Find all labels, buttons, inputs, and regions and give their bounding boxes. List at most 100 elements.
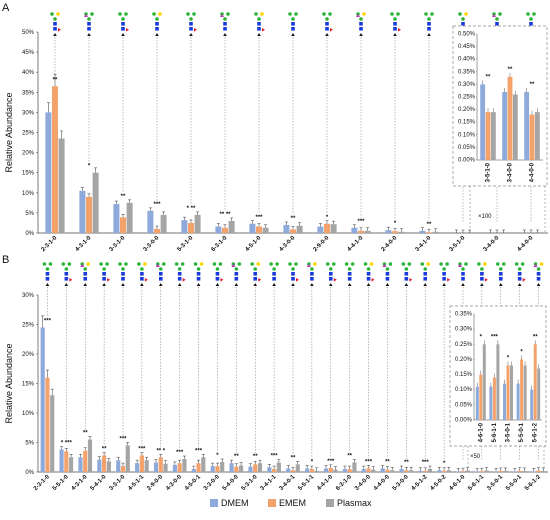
inset-significance-marker: ** [508,67,513,73]
inset-y-tick-label: 0.20% [458,107,476,113]
inset-bar-emem [485,112,491,160]
glycan-structure-icon [193,262,204,281]
significance-marker: ** [385,459,390,465]
inset-category-label: 5-5-0-1 [519,422,525,442]
inset-bar-plasmax [512,94,518,160]
arrow-marker [83,283,88,286]
bar-dmem [45,112,52,233]
arrow-marker [272,283,276,286]
glycan-structure-icon [220,12,230,31]
inset-bar-plasmax [482,344,486,420]
inset-y-tick-label: 0.05% [458,145,476,151]
bar-dmem [172,464,177,472]
arrow-marker [189,33,193,36]
y-axis-label: Relative Abundance [4,343,14,423]
legend-label-dmem: DMEM [221,498,249,508]
arrow-marker [53,33,57,36]
bar-plasmax [352,462,357,472]
y-tick-label: 25% [22,131,35,137]
glycan-structure-icon [439,262,451,282]
significance-marker: *** [357,219,365,225]
arrow-marker [196,283,201,286]
bar-plasmax [484,470,489,472]
bar-dmem [249,223,256,233]
arrow-marker [328,283,333,286]
glycan-structure-icon [269,262,279,281]
glycan-structure-icon [99,262,111,282]
significance-marker: *** [119,436,127,442]
bar-plasmax [144,460,149,472]
glycan-structure-icon [390,12,401,32]
significance-marker: ** * [156,448,165,454]
bar-emem [423,470,428,472]
bar-emem [86,196,92,233]
bar-dmem [351,227,358,233]
category-label: 2-9-0-0 [146,474,164,492]
glycan-structure-icon [152,12,162,31]
bar-plasmax [465,470,470,472]
glycan-structure-icon [458,262,468,281]
bar-plasmax [296,225,303,233]
bar-emem [139,455,144,472]
bar-emem [442,470,447,472]
inset-bar-plasmax [537,368,541,420]
bar-plasmax [239,465,244,472]
y-tick-label: 20% [22,151,35,157]
bar-dmem [147,210,154,233]
bar-dmem [531,471,536,472]
glycan-structure-icon [186,12,197,32]
bar-dmem [181,220,188,233]
significance-marker: *** [422,460,430,466]
y-tick-label: 20% [22,352,35,358]
inset-bar-emem [506,365,510,420]
inset-y-tick-label: 0.00% [458,158,476,164]
glycan-structure-icon [382,262,393,281]
bar-dmem [380,468,385,472]
bar-emem [479,471,484,472]
significance-marker: ** [234,454,239,460]
arrow-marker [385,283,390,286]
inset-multiplier-label: ×100 [478,214,492,220]
arrow-marker [121,283,125,286]
inset-significance-marker: *** [491,334,499,340]
bar-emem [392,231,398,233]
inset-category-label: 3-5-1-0 [486,162,492,182]
bar-emem [120,466,126,472]
bar-plasmax [58,138,65,233]
significance-marker: *** [195,448,203,454]
bar-emem [536,470,541,472]
legend-swatch-dmem [210,499,218,507]
arrow-marker [393,33,397,36]
legend-label-emem: EMEM [279,498,306,508]
inset-bar-dmem [480,84,486,160]
arrow-marker [291,283,295,286]
category-label: 3-3-1-0 [108,474,126,492]
significance-marker: *** [138,446,146,452]
arrow-marker [427,33,431,36]
glycan-structure-icon [118,262,128,281]
arrow-marker [140,283,144,286]
bar-plasmax [106,461,111,472]
arrow-marker [234,283,239,286]
inset-bar-dmem [530,389,534,420]
category-label: 2-3-1-0 [40,235,58,253]
inset-category-label: 4-4-0-0 [530,162,536,182]
arrow-marker [253,283,258,286]
bar-dmem [78,457,83,472]
inset-multiplier-label: ×50 [470,454,481,460]
bar-dmem [210,466,215,472]
y-tick-label: 5% [25,211,34,217]
bar-emem [272,469,277,472]
bar-dmem [323,468,329,472]
bar-dmem [153,462,159,472]
legend-swatch-plasmax [326,499,334,507]
arrow-marker [155,33,159,36]
category-label: 3-4-1-1 [260,474,278,492]
arrow-marker [158,283,163,286]
bar-dmem [248,466,253,472]
arrow-marker [102,283,106,286]
bar-plasmax [125,445,130,472]
inset-bar-emem [529,114,535,160]
bar-plasmax [333,469,338,472]
